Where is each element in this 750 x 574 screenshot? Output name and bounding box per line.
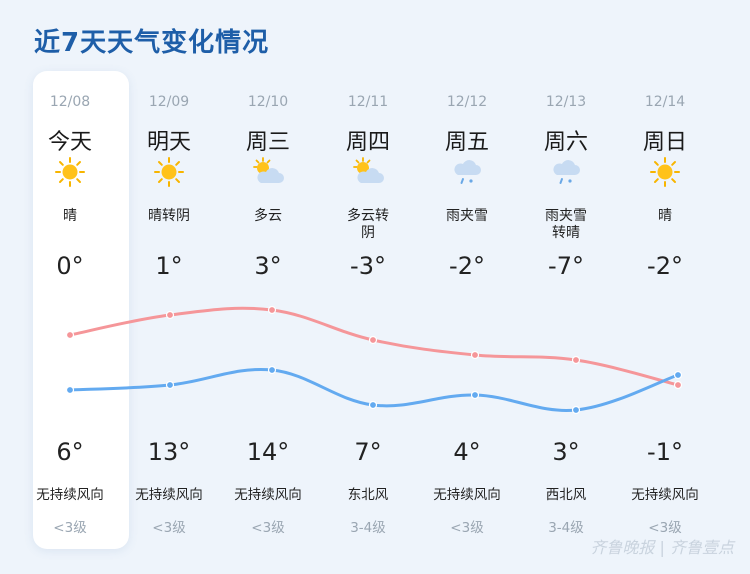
page-title: 近7天天气变化情况 (34, 28, 270, 58)
temperature-point (470, 390, 480, 400)
day-column: 12/08 今天晴 0° 6° 无持续风向 <3级 (20, 0, 120, 574)
day-weekday: 周四 (345, 130, 390, 155)
day-column: 12/09 明天晴转阴 1° 13° 无持续风向 <3级 (119, 0, 219, 574)
day-wind-level: <3级 (53, 520, 87, 536)
day-date: 12/11 (347, 94, 389, 110)
temperature-point (65, 385, 75, 395)
sun-icon (20, 156, 120, 190)
day-condition: 晴 (658, 208, 672, 224)
day-temp-top: -3° (350, 252, 386, 280)
day-wind-level: 3-4级 (548, 520, 584, 536)
day-condition: 雨夹雪 (446, 208, 488, 224)
day-wind-direction: 无持续风向 (234, 487, 302, 503)
watermark: 齐鲁晚报 | 齐鲁壹点 (590, 538, 734, 557)
day-weekday: 今天 (47, 130, 92, 155)
temperature-point (470, 350, 480, 360)
day-temp-bottom: 4° (453, 438, 481, 466)
partly-cloudy-icon (318, 156, 418, 190)
temperature-point (368, 400, 378, 410)
day-weekday: 周五 (444, 130, 489, 155)
temperature-point (267, 305, 277, 315)
day-wind-level: <3级 (648, 520, 682, 536)
day-condition: 雨夹雪 转晴 (545, 208, 587, 241)
day-temp-bottom: 3° (552, 438, 580, 466)
day-temp-bottom: 13° (147, 438, 191, 466)
day-wind-direction: 无持续风向 (135, 487, 203, 503)
day-temp-top: 0° (56, 252, 84, 280)
day-wind-direction: 东北风 (347, 487, 389, 503)
temperature-point (673, 380, 683, 390)
day-weekday: 周三 (245, 130, 290, 155)
day-column: 12/10 周三多云 3° 14° 无持续风向 <3级 (218, 0, 318, 574)
day-date: 12/09 (148, 94, 190, 110)
today-highlight-card (33, 71, 129, 549)
day-wind-level: <3级 (152, 520, 186, 536)
day-wind-direction: 西北风 (545, 487, 587, 503)
day-date: 12/08 (49, 94, 91, 110)
day-wind-direction: 无持续风向 (36, 487, 104, 503)
partly-cloudy-icon (218, 156, 318, 190)
temperature-point (267, 365, 277, 375)
temperature-point (673, 370, 683, 380)
day-date: 12/12 (446, 94, 488, 110)
day-weekday: 明天 (146, 130, 191, 155)
day-wind-level: <3级 (251, 520, 285, 536)
temperature-point (165, 380, 175, 390)
day-wind-direction: 无持续风向 (631, 487, 699, 503)
day-condition: 多云转阴 (347, 208, 389, 241)
day-wind-level: <3级 (450, 520, 484, 536)
day-date: 12/14 (644, 94, 686, 110)
sleet-icon (516, 156, 616, 190)
day-condition: 多云 (254, 208, 282, 224)
day-temp-top: -2° (647, 252, 683, 280)
day-temp-bottom: 7° (354, 438, 382, 466)
day-column: 12/14 周日晴 -2° -1° 无持续风向 <3级 (615, 0, 715, 574)
day-date: 12/10 (247, 94, 289, 110)
day-condition: 晴转阴 (148, 208, 190, 224)
day-temp-bottom: -1° (647, 438, 683, 466)
day-temp-bottom: 6° (56, 438, 84, 466)
day-column: 12/13 周六雨夹雪 转晴 -7° 3° 西北风 3-4级 (516, 0, 616, 574)
temperature-point (571, 355, 581, 365)
temperature-point (165, 310, 175, 320)
temperature-point (65, 330, 75, 340)
sun-icon (119, 156, 219, 190)
day-column: 12/12 周五雨夹雪 -2° 4° 无持续风向 <3级 (417, 0, 517, 574)
day-wind-direction: 无持续风向 (433, 487, 501, 503)
day-temp-top: 1° (155, 252, 183, 280)
day-temp-bottom: 14° (246, 438, 290, 466)
day-weekday: 周六 (543, 130, 588, 155)
day-column: 12/11 周四多云转阴 -3° 7° 东北风 3-4级 (318, 0, 418, 574)
sun-icon (615, 156, 715, 190)
day-wind-level: 3-4级 (350, 520, 386, 536)
day-weekday: 周日 (642, 130, 687, 155)
temperature-point (571, 405, 581, 415)
day-temp-top: 3° (254, 252, 282, 280)
sleet-icon (417, 156, 517, 190)
day-condition: 晴 (63, 208, 77, 224)
day-date: 12/13 (545, 94, 587, 110)
day-temp-top: -2° (449, 252, 485, 280)
day-temp-top: -7° (548, 252, 584, 280)
temperature-point (368, 335, 378, 345)
